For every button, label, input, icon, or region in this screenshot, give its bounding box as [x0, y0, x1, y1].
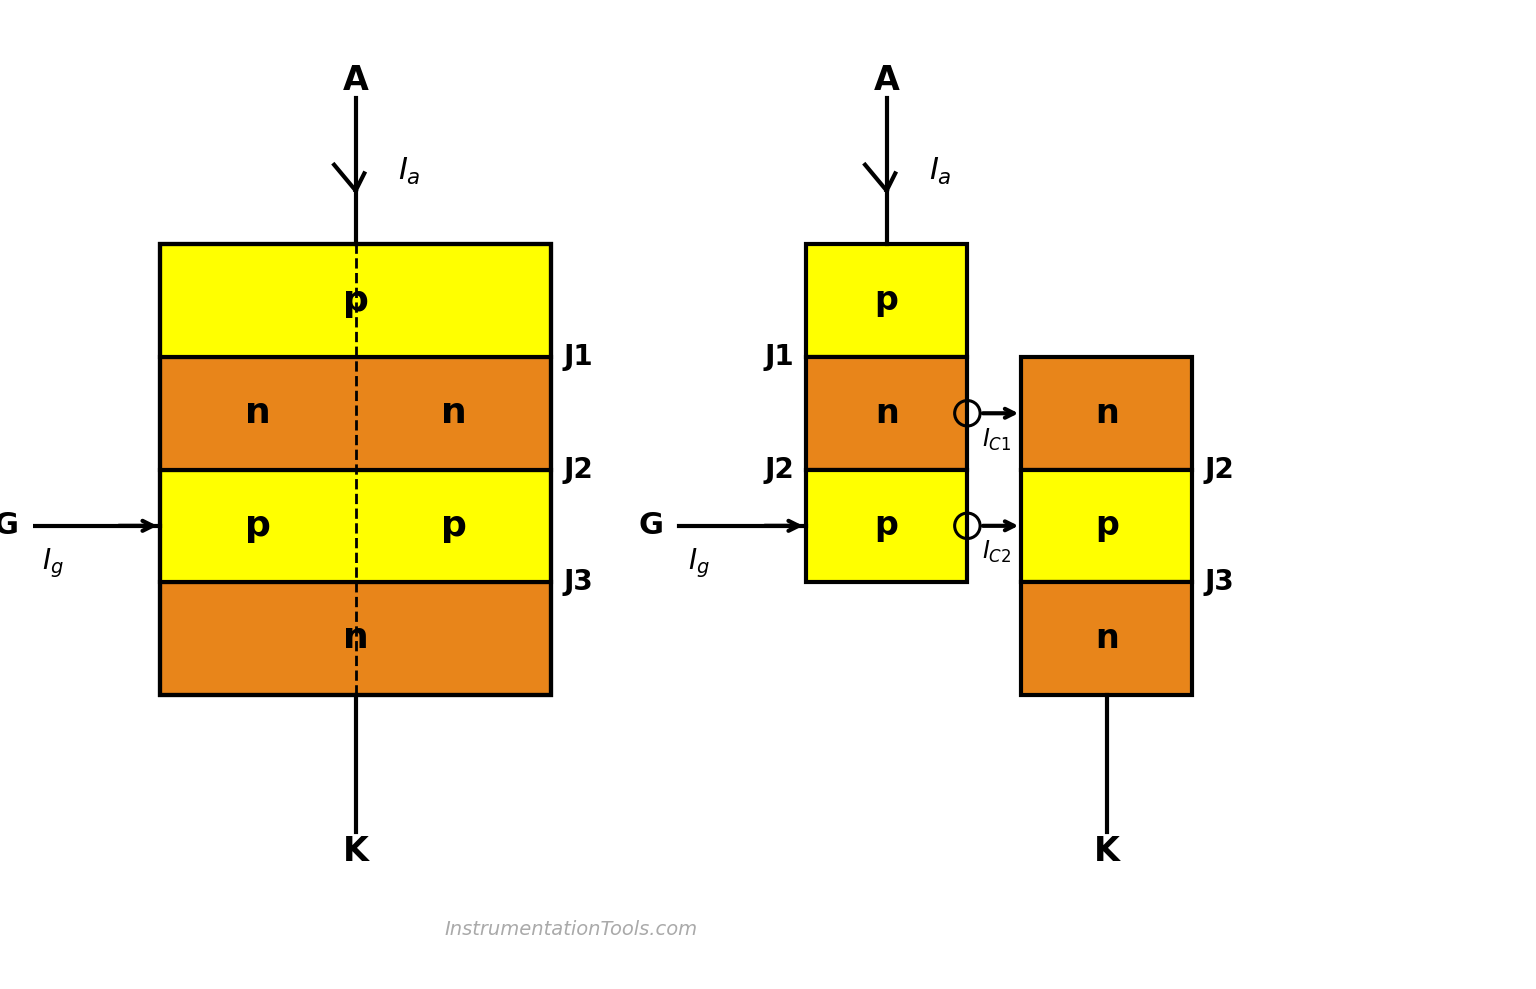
Text: p: p [244, 508, 270, 543]
Text: K: K [343, 835, 369, 867]
Text: J1: J1 [564, 343, 593, 371]
Text: p: p [874, 284, 899, 317]
Text: A: A [343, 63, 369, 97]
Bar [806, 357, 968, 470]
Text: InstrumentationTools.com: InstrumentationTools.com [444, 920, 697, 939]
Text: $I_{C1}$: $I_{C1}$ [982, 426, 1011, 453]
Text: p: p [874, 509, 899, 542]
Bar [160, 583, 551, 694]
Text: n: n [441, 397, 467, 430]
Text: $I_a$: $I_a$ [929, 155, 952, 187]
Text: J2: J2 [564, 456, 593, 484]
Text: n: n [1095, 622, 1118, 655]
Text: G: G [639, 511, 664, 540]
Text: $I_{C2}$: $I_{C2}$ [982, 539, 1011, 566]
Bar [160, 470, 551, 583]
Bar [1021, 357, 1192, 470]
Text: $I_g$: $I_g$ [43, 546, 65, 580]
Bar [806, 470, 968, 583]
Text: $I_a$: $I_a$ [398, 155, 421, 187]
Text: A: A [874, 63, 900, 97]
Bar [1021, 470, 1192, 583]
Text: K: K [1094, 835, 1120, 867]
Bar [806, 244, 968, 357]
Text: $I_g$: $I_g$ [688, 546, 710, 580]
Text: p: p [1095, 509, 1118, 542]
Text: J3: J3 [564, 568, 593, 596]
Text: n: n [876, 397, 899, 430]
Bar [160, 244, 551, 357]
Text: n: n [343, 621, 369, 656]
Text: J1: J1 [765, 343, 794, 371]
Text: J3: J3 [1204, 568, 1233, 596]
Text: p: p [343, 284, 369, 317]
Text: J2: J2 [1204, 456, 1233, 484]
Text: G: G [0, 511, 18, 540]
Text: p: p [441, 508, 467, 543]
Bar [160, 244, 551, 694]
Bar [1021, 583, 1192, 694]
Text: J2: J2 [765, 456, 794, 484]
Bar [160, 357, 551, 470]
Text: n: n [1095, 397, 1118, 430]
Text: n: n [244, 397, 270, 430]
